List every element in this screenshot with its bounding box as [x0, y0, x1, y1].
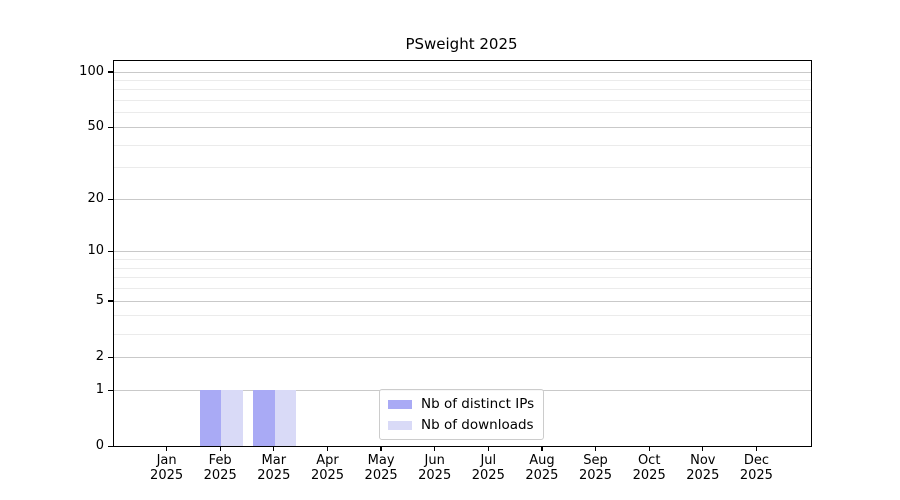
bar-downloads — [274, 389, 297, 446]
gridline-minor — [114, 100, 811, 102]
y-tick-label: 100 — [79, 63, 104, 79]
x-tick-label: Dec 2025 — [739, 453, 773, 483]
y-axis-tick — [108, 198, 113, 201]
gridline-major — [114, 251, 811, 253]
gridline-minor — [114, 112, 811, 114]
gridline-minor — [114, 277, 811, 279]
y-tick-label: 5 — [95, 292, 104, 308]
legend-swatch-distinct-ips — [388, 399, 412, 409]
x-tick-label: Jul 2025 — [471, 453, 505, 483]
y-tick-label: 20 — [87, 191, 104, 206]
gridline-minor — [114, 267, 811, 269]
gridline-minor — [114, 89, 811, 91]
bar-distinct-ips — [253, 389, 275, 446]
legend: Nb of distinct IPs Nb of downloads — [379, 389, 545, 440]
y-tick-label: 0 — [95, 438, 104, 453]
y-axis-tick — [108, 300, 113, 302]
gridline-minor — [114, 315, 811, 317]
x-tick-label: Nov 2025 — [686, 453, 720, 483]
gridline-minor — [114, 80, 811, 81]
gridline-major — [114, 356, 811, 358]
gridline-major — [114, 127, 811, 128]
legend-label-distinct-ips: Nb of distinct IPs — [421, 396, 535, 412]
x-axis-tick — [755, 446, 758, 452]
gridline-major — [114, 71, 811, 73]
y-tick-label: 2 — [95, 348, 104, 364]
x-axis-tick — [702, 446, 704, 452]
bar-downloads — [221, 389, 243, 446]
gridline-minor — [114, 259, 811, 261]
plot-area: Nb of distinct IPs Nb of downloads — [113, 60, 812, 447]
y-axis-tick — [108, 389, 113, 391]
legend-swatch-downloads — [388, 420, 412, 430]
y-tick-label: 50 — [87, 119, 104, 134]
gridline-minor — [114, 144, 811, 146]
x-tick-label: Jan 2025 — [150, 453, 184, 483]
y-axis-tick — [108, 71, 113, 73]
y-tick-label: 1 — [95, 381, 104, 397]
legend-entry-distinct-ips: Nb of distinct IPs — [388, 396, 534, 412]
x-axis-tick — [487, 446, 489, 452]
y-axis-tick — [108, 126, 113, 129]
x-axis-tick — [273, 446, 275, 452]
x-axis-tick — [434, 446, 436, 452]
x-tick-label: Sep 2025 — [578, 453, 613, 483]
x-tick-label: Apr 2025 — [310, 453, 345, 483]
x-axis-tick — [594, 446, 597, 452]
x-axis-tick — [648, 446, 650, 452]
x-tick-label: Aug 2025 — [525, 453, 559, 483]
bar-distinct-ips — [199, 389, 222, 446]
gridline-minor — [114, 333, 811, 335]
y-axis-tick — [108, 251, 113, 253]
x-axis-tick — [380, 446, 382, 452]
gridline-minor — [114, 167, 811, 169]
gridline-major — [114, 199, 811, 200]
x-tick-label: Feb 2025 — [203, 453, 237, 483]
x-tick-label: Oct 2025 — [632, 453, 666, 483]
chart-title: PSweight 2025 — [405, 35, 518, 53]
x-axis-tick — [219, 446, 221, 452]
y-axis-tick — [108, 356, 113, 358]
y-axis-tick — [108, 445, 113, 448]
x-tick-label: Jun 2025 — [418, 453, 452, 483]
x-axis-tick — [165, 446, 168, 452]
gridline-major — [114, 300, 811, 302]
x-axis-tick — [326, 446, 329, 452]
x-axis-tick — [541, 446, 543, 452]
x-tick-label: Mar 2025 — [257, 453, 291, 483]
legend-label-downloads: Nb of downloads — [421, 417, 534, 433]
y-tick-label: 10 — [87, 243, 104, 259]
gridline-minor — [114, 288, 811, 290]
x-tick-label: May 2025 — [364, 453, 398, 483]
legend-entry-downloads: Nb of downloads — [388, 417, 534, 433]
